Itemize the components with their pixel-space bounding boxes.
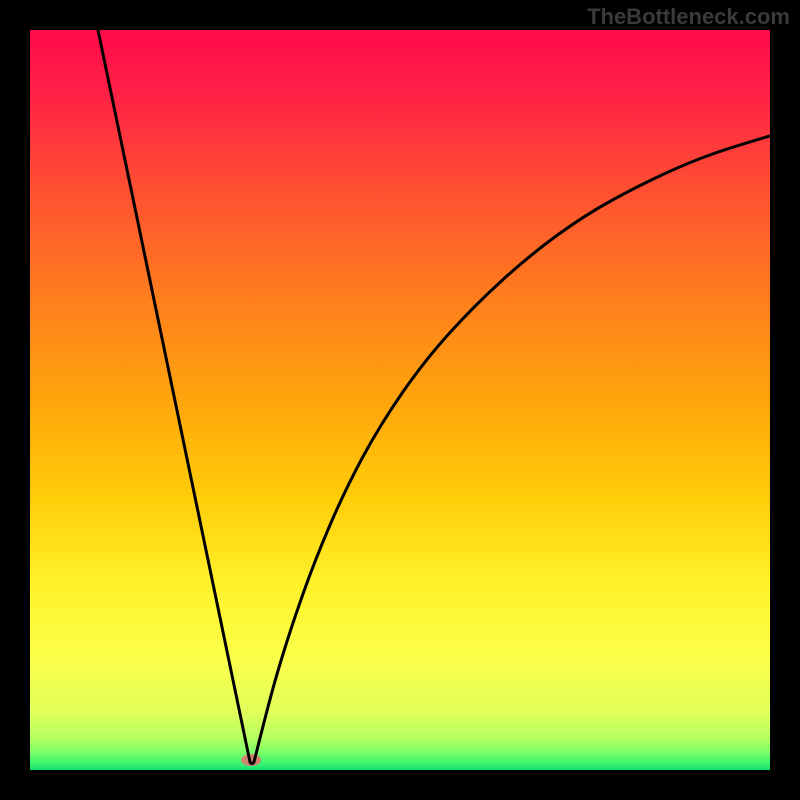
- watermark-text: TheBottleneck.com: [587, 4, 790, 30]
- curve-layer: [30, 30, 770, 770]
- plot-area: [30, 30, 770, 770]
- bottleneck-curve: [98, 30, 770, 764]
